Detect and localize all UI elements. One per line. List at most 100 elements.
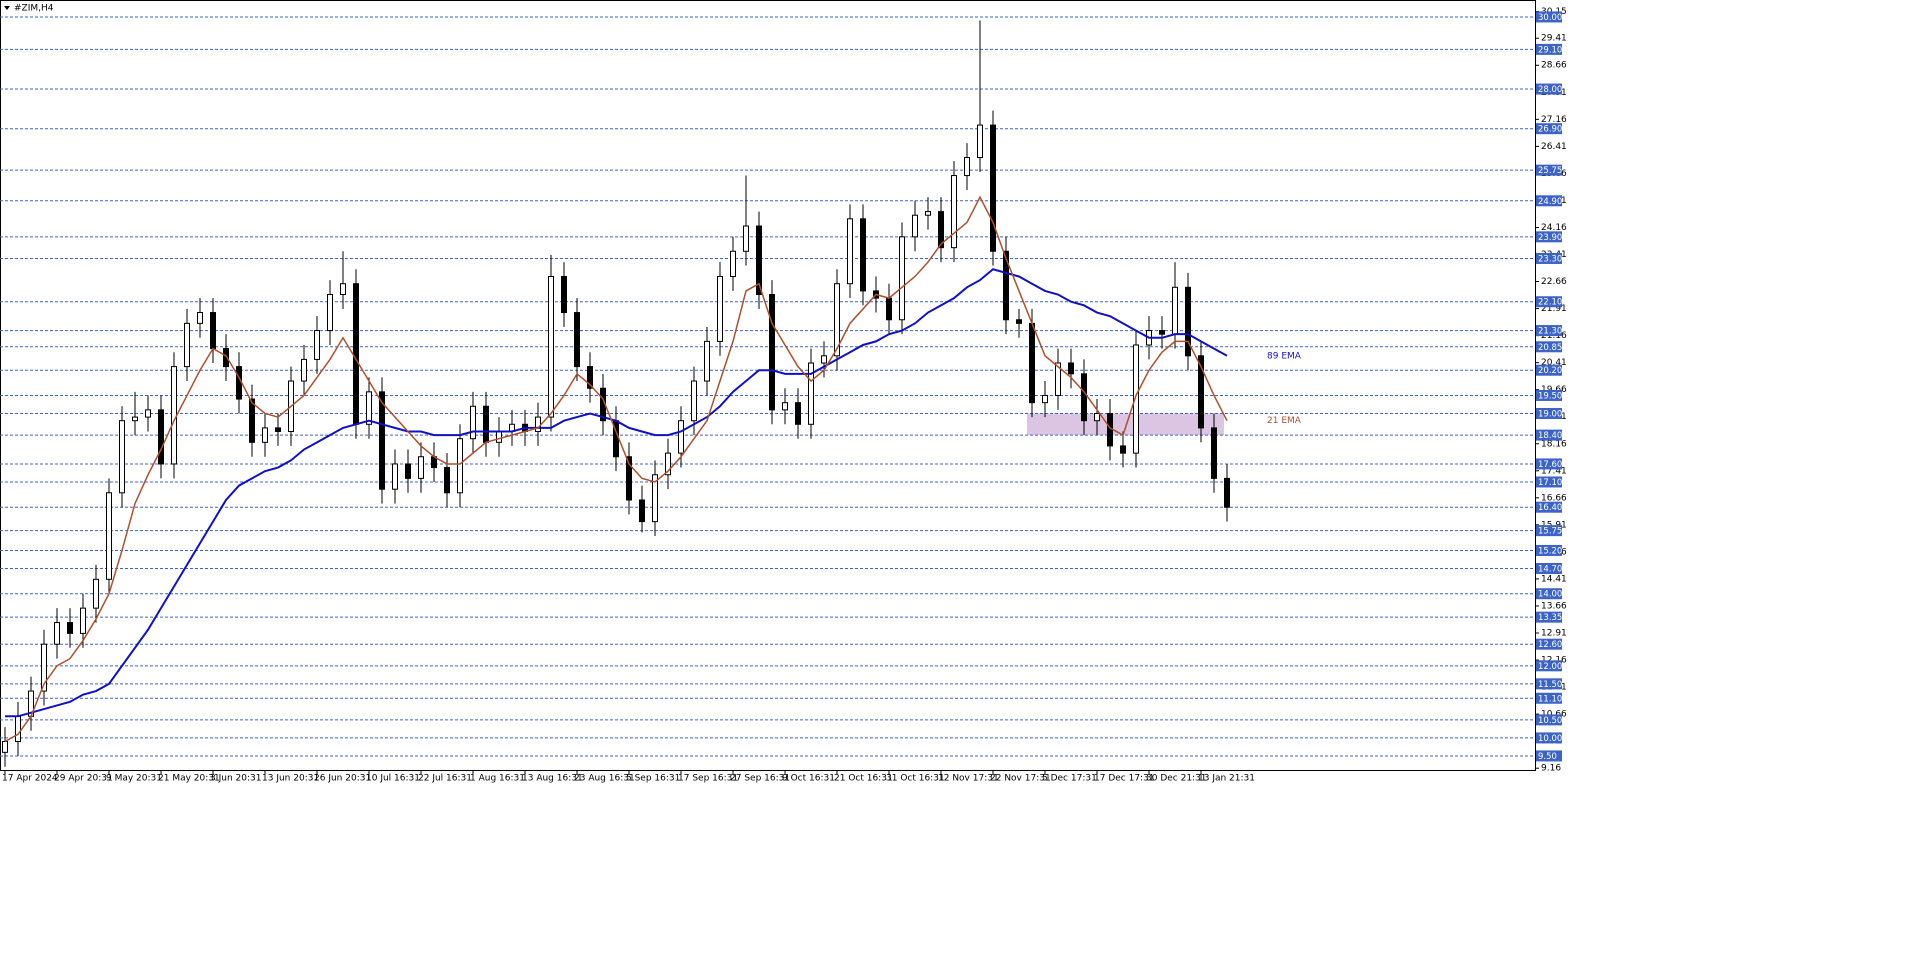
x-tick-label: 5 Sep 16:31 xyxy=(626,774,680,784)
candle-body xyxy=(1224,477,1230,508)
candle-body xyxy=(314,330,320,360)
level-label-box xyxy=(1536,195,1562,207)
ema-label: 21 EMA xyxy=(1267,416,1302,426)
level-label: 19.00 xyxy=(1538,409,1562,419)
candle-body xyxy=(561,275,567,314)
candle-body xyxy=(834,283,840,357)
candle-body xyxy=(1055,362,1061,396)
candle-body xyxy=(821,355,827,364)
candle-body xyxy=(496,431,502,443)
candle-body xyxy=(41,643,47,692)
candle-body xyxy=(392,463,398,490)
level-label-box xyxy=(1536,164,1562,176)
candle-body xyxy=(210,312,216,350)
candle-body xyxy=(106,492,112,580)
x-tick-label: 29 Apr 20:31 xyxy=(54,774,113,784)
y-tick-label: 20.41 xyxy=(1541,358,1567,368)
level-label-box xyxy=(1536,341,1562,353)
level-label-box xyxy=(1536,231,1562,243)
level-label: 12.00 xyxy=(1538,662,1562,672)
level-label-box xyxy=(1536,407,1562,419)
level-label: 11.50 xyxy=(1538,680,1562,690)
chart-title: #ZIM,H4 xyxy=(14,4,54,14)
candle-body xyxy=(691,380,697,422)
level-label: 26.90 xyxy=(1538,125,1562,135)
level-label-box xyxy=(1536,123,1562,135)
candle-body xyxy=(223,348,229,368)
level-label-box xyxy=(1536,692,1562,704)
candle-body xyxy=(652,474,658,523)
menu-arrow xyxy=(4,6,10,10)
candle-body xyxy=(405,463,411,479)
level-label-box xyxy=(1536,732,1562,744)
candle-body xyxy=(574,312,580,368)
candle-body xyxy=(119,420,125,494)
candle-body xyxy=(1211,427,1217,479)
y-tick-label: 21.16 xyxy=(1541,331,1567,341)
candle-body xyxy=(340,283,346,296)
candle-body xyxy=(93,578,99,609)
x-tick-label: 17 Apr 2024 xyxy=(2,774,58,784)
level-label: 13.35 xyxy=(1538,613,1562,623)
y-tick-label: 28.66 xyxy=(1541,61,1567,71)
level-label: 20.20 xyxy=(1538,366,1562,376)
y-tick-label: 21.91 xyxy=(1541,304,1567,314)
candle-body xyxy=(249,398,255,443)
candle-body xyxy=(1029,322,1035,404)
level-label: 28.00 xyxy=(1538,85,1562,95)
ema-line xyxy=(5,268,1228,718)
level-label: 18.40 xyxy=(1538,431,1562,441)
level-label-box xyxy=(1536,458,1562,470)
x-tick-label: 17 Dec 17:31 xyxy=(1094,774,1155,784)
level-label-box xyxy=(1536,660,1562,672)
y-tick-label: 13.66 xyxy=(1541,601,1567,611)
x-tick-label: 27 Sep 16:31 xyxy=(730,774,790,784)
x-tick-label: 21 Oct 16:31 xyxy=(834,774,893,784)
y-tick-label: 14.41 xyxy=(1541,574,1567,584)
candle-body xyxy=(418,456,424,479)
level-label: 10.00 xyxy=(1538,734,1562,744)
candle-body xyxy=(626,456,632,501)
candle-body xyxy=(2,741,8,753)
candle-body xyxy=(262,427,268,443)
candle-body xyxy=(236,366,242,400)
x-tick-label: 5 Dec 17:31 xyxy=(1042,774,1097,784)
level-label-box xyxy=(1536,389,1562,401)
candle-body xyxy=(444,467,450,494)
x-tick-label: 13 Jun 20:31 xyxy=(262,774,319,784)
candle-body xyxy=(964,157,970,177)
candle-body xyxy=(847,218,853,285)
x-tick-label: 12 Nov 17:31 xyxy=(938,774,999,784)
candle-body xyxy=(717,275,723,342)
level-label: 12.60 xyxy=(1538,640,1562,650)
level-label: 14.70 xyxy=(1538,564,1562,574)
ema-line xyxy=(4,195,1228,743)
level-label: 25.75 xyxy=(1538,166,1562,176)
candle-body xyxy=(145,409,151,418)
level-label-box xyxy=(1536,429,1562,441)
level-label-box xyxy=(1536,325,1562,337)
level-label: 15.75 xyxy=(1538,527,1562,537)
candle-body xyxy=(67,622,73,634)
candle-body xyxy=(860,218,866,292)
level-label-box xyxy=(1536,714,1562,726)
level-label: 19.50 xyxy=(1538,391,1562,401)
level-label: 15.20 xyxy=(1538,546,1562,556)
level-label: 16.40 xyxy=(1538,503,1562,513)
y-tick-label: 18.16 xyxy=(1541,439,1567,449)
level-label: 23.90 xyxy=(1538,233,1562,243)
candle-body xyxy=(990,124,996,252)
candle-body xyxy=(15,715,21,743)
level-label: 20.85 xyxy=(1538,343,1562,353)
y-tick-label: 29.41 xyxy=(1541,34,1567,44)
candle-body xyxy=(457,438,463,494)
x-tick-label: 30 Dec 21:31 xyxy=(1146,774,1207,784)
level-label-box xyxy=(1536,476,1562,488)
candle-body xyxy=(483,405,489,443)
level-label: 30.00 xyxy=(1538,13,1562,23)
candle-body xyxy=(379,391,385,490)
candle-body xyxy=(782,402,788,411)
y-tick-label: 16.66 xyxy=(1541,493,1567,503)
x-tick-label: 22 Nov 17:31 xyxy=(990,774,1051,784)
